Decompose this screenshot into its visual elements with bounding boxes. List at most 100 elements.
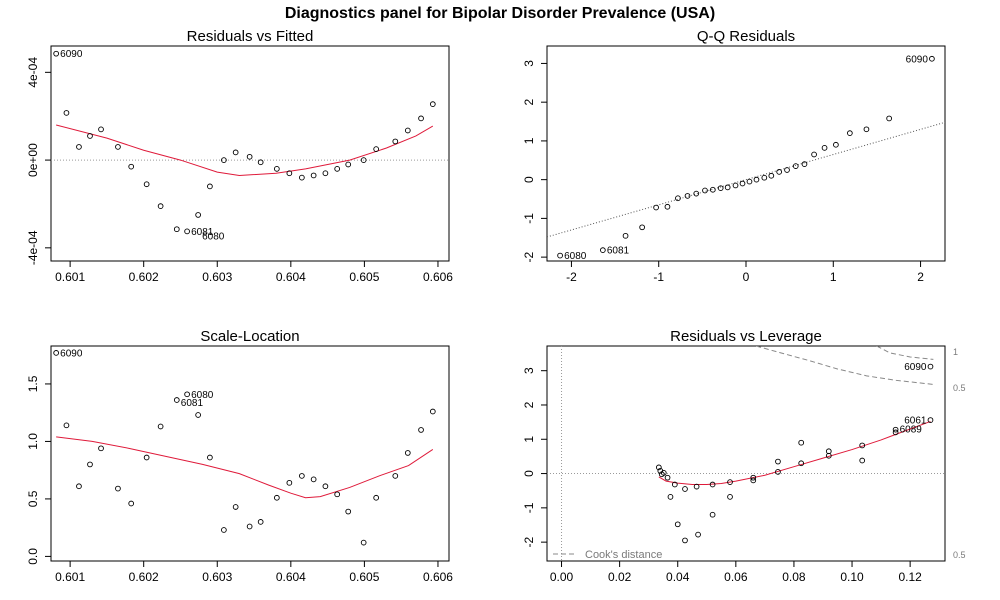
data-point [859, 442, 866, 449]
data-point [833, 141, 839, 148]
data-point [392, 473, 399, 479]
plot-area [547, 55, 945, 259]
x-tick-label: 0.604 [276, 270, 306, 284]
y-tick-label: 0 [522, 470, 536, 477]
cooks-contour-label: 0.5 [953, 383, 966, 393]
data-point [753, 176, 760, 183]
data-point [274, 166, 280, 172]
data-point [695, 531, 701, 538]
data-point [682, 537, 688, 544]
data-point [404, 127, 411, 134]
point-label: 6080 [191, 390, 214, 401]
data-point [76, 144, 82, 150]
x-tick-label: 0.02 [608, 570, 632, 584]
panel-title: Q-Q Residuals [697, 28, 795, 45]
data-point [693, 190, 700, 197]
x-tick-label: 0.606 [423, 570, 453, 584]
data-point [664, 474, 671, 481]
data-point [195, 212, 201, 218]
x-tick-label: 1 [830, 270, 837, 284]
x-tick-label: 0.603 [202, 270, 232, 284]
point-label: 6080 [564, 251, 587, 262]
data-point [274, 494, 280, 501]
data-point [322, 483, 329, 490]
data-point [727, 479, 733, 485]
data-point [53, 350, 59, 356]
data-point [667, 494, 674, 500]
data-point [682, 486, 688, 492]
data-point [232, 504, 239, 510]
data-point [98, 126, 104, 133]
data-point [684, 193, 691, 199]
data-point [334, 166, 341, 172]
data-point [825, 448, 832, 455]
data-point [404, 450, 411, 456]
y-tick-label: 2 [522, 99, 536, 106]
point-label: 6081 [607, 246, 630, 257]
x-tick-label: 0.10 [840, 570, 864, 584]
data-point [128, 163, 135, 170]
point-label: 6081 [191, 227, 214, 238]
data-point [622, 232, 629, 239]
data-point [53, 50, 59, 57]
data-point [87, 461, 93, 468]
data-point [286, 170, 293, 177]
y-tick-label: 3 [522, 60, 536, 67]
smooth-line [56, 436, 434, 499]
panel-4: Residuals vs Leverage 0.00 0.02 0.04 0.06 0.0… [522, 328, 966, 584]
data-point [892, 429, 899, 436]
data-point [334, 491, 341, 498]
smooth-line [56, 124, 434, 176]
data-point [286, 479, 293, 486]
y-tick-label: 0.0 [26, 548, 40, 565]
y-tick-label: -2 [522, 536, 536, 547]
data-point [173, 397, 180, 403]
data-point [693, 483, 700, 490]
x-tick-label: 0.604 [276, 570, 306, 584]
y-tick-label: 0.5 [26, 490, 40, 507]
data-point [732, 182, 739, 189]
x-tick-label: 0.606 [423, 270, 453, 284]
data-point [418, 115, 424, 122]
cooks-distance-contour [876, 346, 934, 360]
data-point [709, 481, 716, 488]
data-point [750, 477, 757, 484]
data-point [63, 110, 70, 116]
x-tick-label: 0.06 [724, 570, 748, 584]
data-point [655, 464, 662, 471]
data-point [392, 138, 399, 145]
data-point [299, 174, 305, 181]
data-point [798, 439, 805, 446]
data-point [115, 144, 121, 150]
data-point [246, 153, 253, 160]
data-point [927, 363, 934, 370]
y-tick-label: 1 [522, 137, 536, 144]
data-point [761, 174, 768, 181]
data-point [373, 494, 380, 501]
data-point [892, 426, 899, 433]
data-point [207, 183, 213, 190]
data-point [157, 203, 164, 210]
data-point [429, 408, 436, 415]
point-label: 6061 [904, 416, 927, 427]
data-point [143, 454, 150, 461]
y-tick-label: 2 [522, 401, 536, 408]
data-point [184, 391, 190, 398]
data-point [671, 481, 678, 488]
y-tick-label: 1.0 [26, 433, 40, 450]
x-tick-label: 0.601 [55, 270, 85, 284]
data-point [709, 511, 716, 518]
x-tick-label: -2 [566, 270, 577, 284]
y-tick-label: -4e-04 [26, 230, 40, 265]
data-point [257, 519, 264, 525]
data-point [886, 115, 892, 122]
plot-area [53, 350, 436, 546]
data-point [600, 247, 606, 254]
x-tick-label: 0.603 [202, 570, 232, 584]
data-point [345, 508, 352, 515]
data-point [811, 151, 817, 158]
data-point [87, 133, 93, 139]
data-point [418, 427, 424, 433]
smooth-line [658, 420, 931, 486]
